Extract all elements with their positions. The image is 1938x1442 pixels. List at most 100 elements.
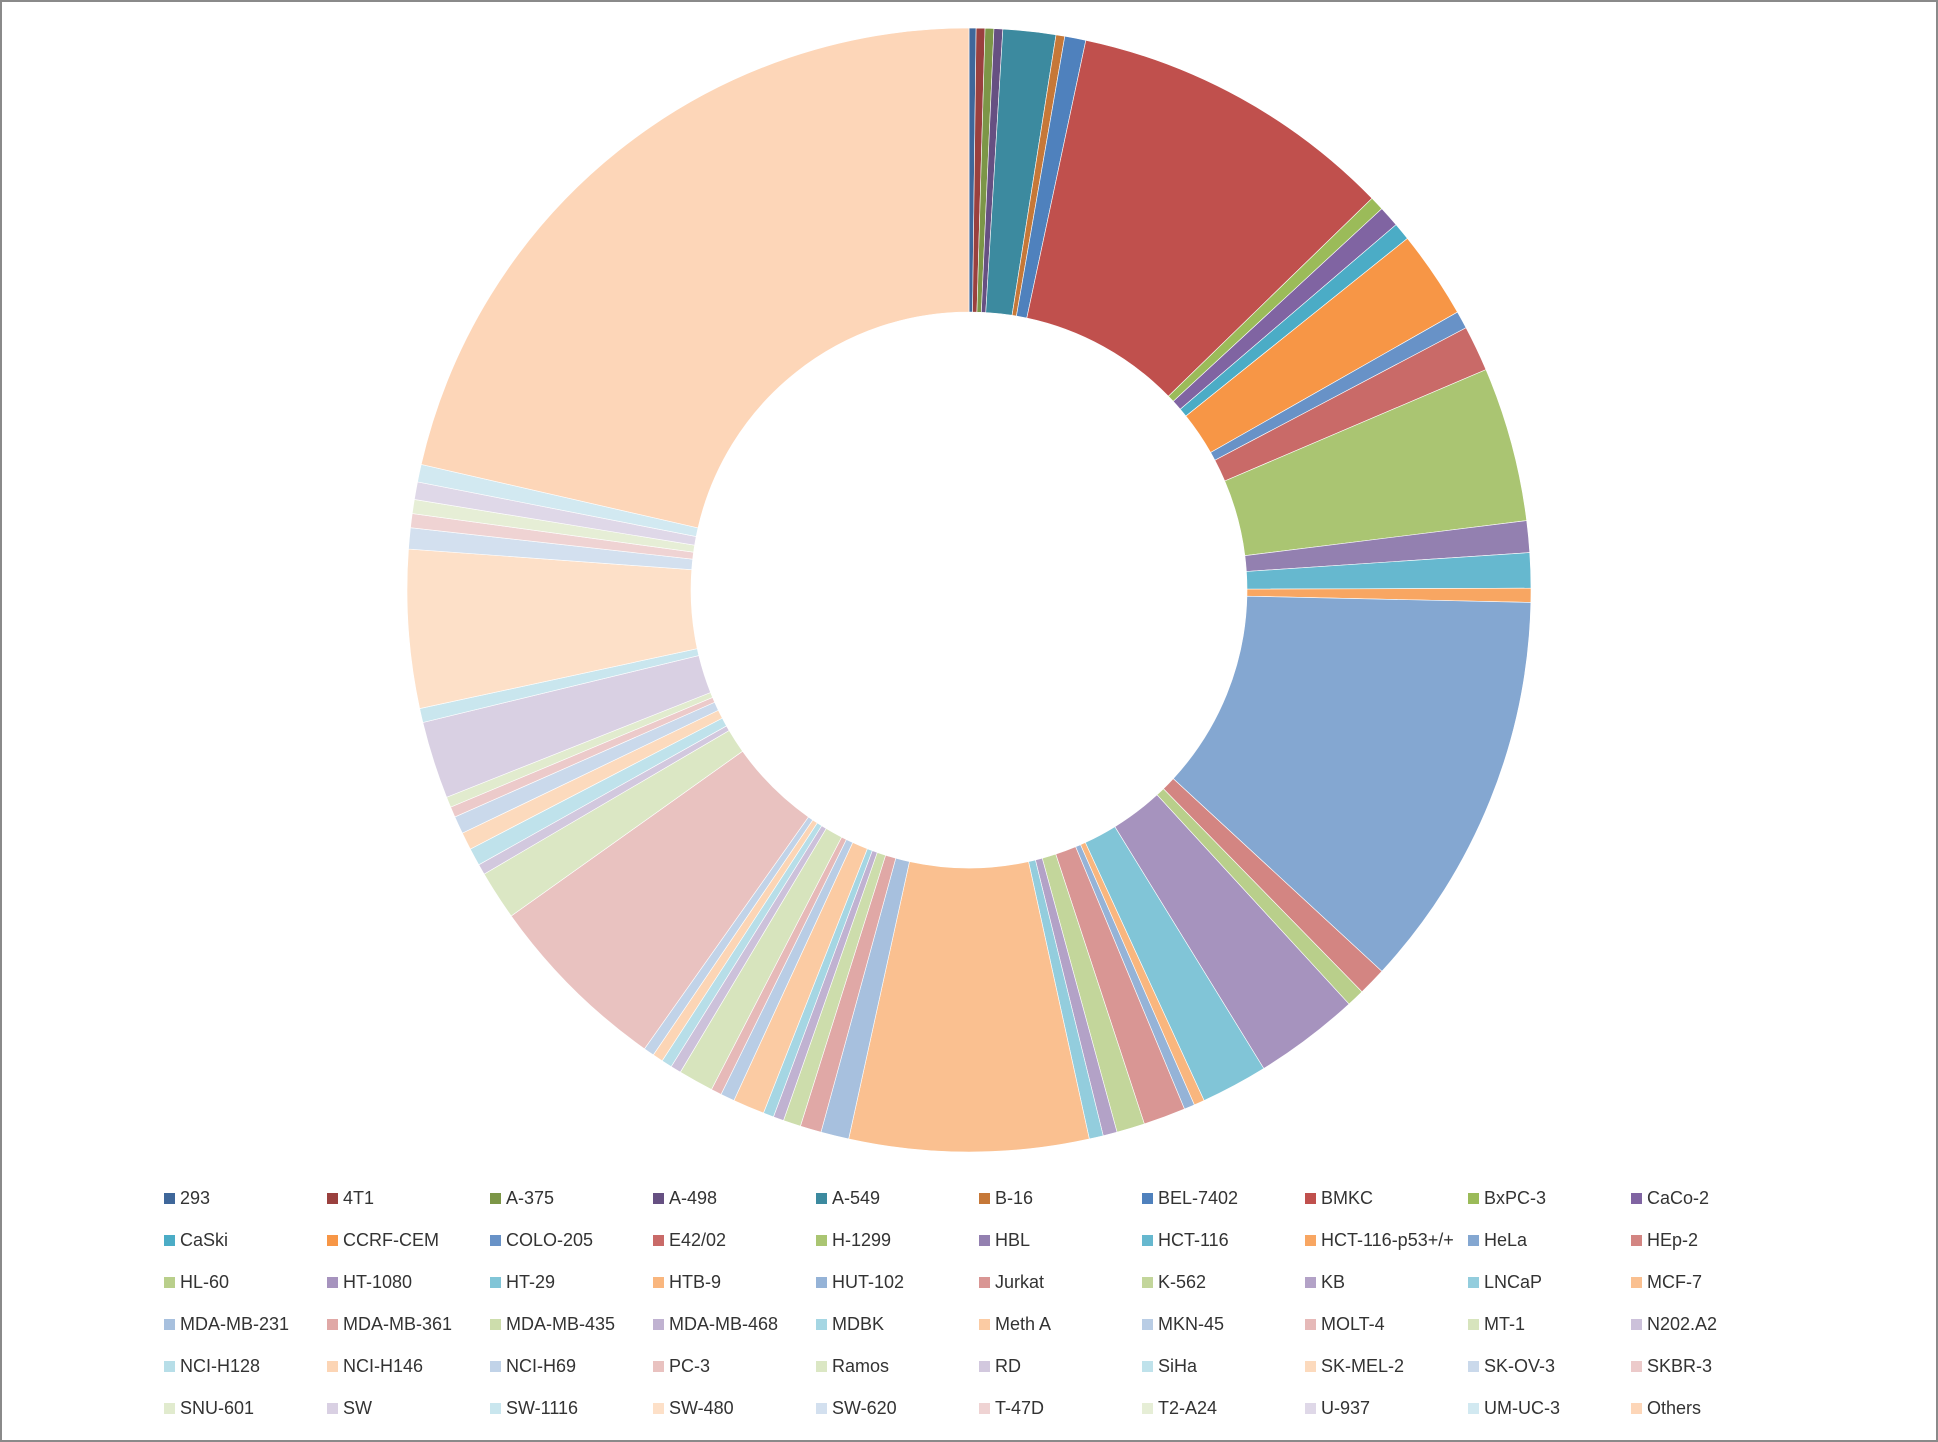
legend-label: T2-A24 (1158, 1398, 1217, 1418)
legend-swatch (1631, 1235, 1642, 1246)
legend-label: H-1299 (832, 1230, 891, 1250)
legend-label: CaCo-2 (1647, 1188, 1709, 1208)
legend-label: MCF-7 (1647, 1272, 1702, 1292)
legend-swatch (327, 1277, 338, 1288)
legend-swatch (490, 1193, 501, 1204)
legend-label: BMKC (1321, 1188, 1373, 1208)
legend-swatch (1468, 1319, 1479, 1330)
legend-swatch (1305, 1235, 1316, 1246)
legend-label: NCI-H69 (506, 1356, 576, 1376)
legend-swatch (816, 1277, 827, 1288)
legend-swatch (327, 1193, 338, 1204)
slice (1172, 595, 1532, 972)
legend-swatch (1468, 1193, 1479, 1204)
legend-swatch (490, 1403, 501, 1414)
legend-label: N202.A2 (1647, 1314, 1717, 1334)
legend-swatch (490, 1235, 501, 1246)
legend-swatch (979, 1235, 990, 1246)
legend-label: MDA-MB-468 (669, 1314, 778, 1334)
legend-label: A-375 (506, 1188, 554, 1208)
legend-label: HL-60 (180, 1272, 229, 1292)
legend-label: MT-1 (1484, 1314, 1525, 1334)
legend-label: UM-UC-3 (1484, 1398, 1560, 1418)
legend-swatch (653, 1193, 664, 1204)
legend-swatch (979, 1403, 990, 1414)
legend-label: SNU-601 (180, 1398, 254, 1418)
legend-label: T-47D (995, 1398, 1044, 1418)
legend-label: HT-1080 (343, 1272, 412, 1292)
legend-label: MKN-45 (1158, 1314, 1224, 1334)
legend-swatch (1468, 1403, 1479, 1414)
legend-swatch (816, 1235, 827, 1246)
legend-label: HCT-116 (1158, 1230, 1229, 1250)
legend-swatch (490, 1361, 501, 1372)
legend-label: A-549 (832, 1188, 880, 1208)
legend-swatch (1142, 1235, 1153, 1246)
legend-swatch (327, 1319, 338, 1330)
legend-label: SK-OV-3 (1484, 1356, 1555, 1376)
legend-swatch (1142, 1403, 1153, 1414)
legend-label: 293 (180, 1188, 210, 1208)
legend-label: B-16 (995, 1188, 1033, 1208)
legend-swatch (164, 1361, 175, 1372)
legend-swatch (979, 1277, 990, 1288)
legend-swatch (1142, 1361, 1153, 1372)
slice (1026, 39, 1373, 397)
legend-swatch (1305, 1277, 1316, 1288)
legend-label: SW-1116 (506, 1398, 578, 1418)
legend-label: COLO-205 (506, 1230, 593, 1250)
legend-swatch (816, 1193, 827, 1204)
legend-label: LNCaP (1484, 1272, 1542, 1292)
legend-swatch (1305, 1361, 1316, 1372)
legend-label: SW (343, 1398, 372, 1418)
legend-label: BEL-7402 (1158, 1188, 1238, 1208)
legend-swatch (1305, 1403, 1316, 1414)
legend-label: MDBK (832, 1314, 884, 1334)
legend-swatch (164, 1193, 175, 1204)
legend-swatch (327, 1235, 338, 1246)
legend-label: HUT-102 (832, 1272, 904, 1292)
legend-label: PC-3 (669, 1356, 710, 1376)
slice (420, 27, 970, 529)
legend-label: 4T1 (343, 1188, 374, 1208)
legend-label: SW-620 (832, 1398, 897, 1418)
legend-swatch (1631, 1361, 1642, 1372)
legend-label: BxPC-3 (1484, 1188, 1546, 1208)
legend-swatch (164, 1277, 175, 1288)
legend-swatch (1142, 1193, 1153, 1204)
legend-swatch (1631, 1193, 1642, 1204)
legend-swatch (816, 1319, 827, 1330)
legend-label: Meth A (995, 1314, 1051, 1334)
legend-swatch (164, 1403, 175, 1414)
legend-swatch (164, 1319, 175, 1330)
legend-label: HT-29 (506, 1272, 555, 1292)
legend-swatch (816, 1361, 827, 1372)
legend-label: HEp-2 (1647, 1230, 1698, 1250)
legend-label: K-562 (1158, 1272, 1206, 1292)
legend-swatch (979, 1193, 990, 1204)
legend-swatch (1631, 1403, 1642, 1414)
legend-swatch (1305, 1193, 1316, 1204)
legend-swatch (1468, 1361, 1479, 1372)
legend-swatch (653, 1235, 664, 1246)
legend-swatch (653, 1319, 664, 1330)
legend-swatch (327, 1403, 338, 1414)
legend-swatch (653, 1361, 664, 1372)
legend-label: MOLT-4 (1321, 1314, 1385, 1334)
legend-label: U-937 (1321, 1398, 1370, 1418)
legend-swatch (490, 1277, 501, 1288)
legend-swatch (164, 1235, 175, 1246)
legend-label: HCT-116-p53+/+ (1321, 1230, 1454, 1250)
legend-label: SiHa (1158, 1356, 1198, 1376)
legend-label: A-498 (669, 1188, 717, 1208)
legend-swatch (816, 1403, 827, 1414)
legend-label: Jurkat (995, 1272, 1044, 1292)
legend-label: CCRF-CEM (343, 1230, 439, 1250)
legend-label: HeLa (1484, 1230, 1528, 1250)
legend-swatch (979, 1319, 990, 1330)
legend-label: MDA-MB-435 (506, 1314, 615, 1334)
legend-label: SK-MEL-2 (1321, 1356, 1404, 1376)
legend-label: RD (995, 1356, 1021, 1376)
